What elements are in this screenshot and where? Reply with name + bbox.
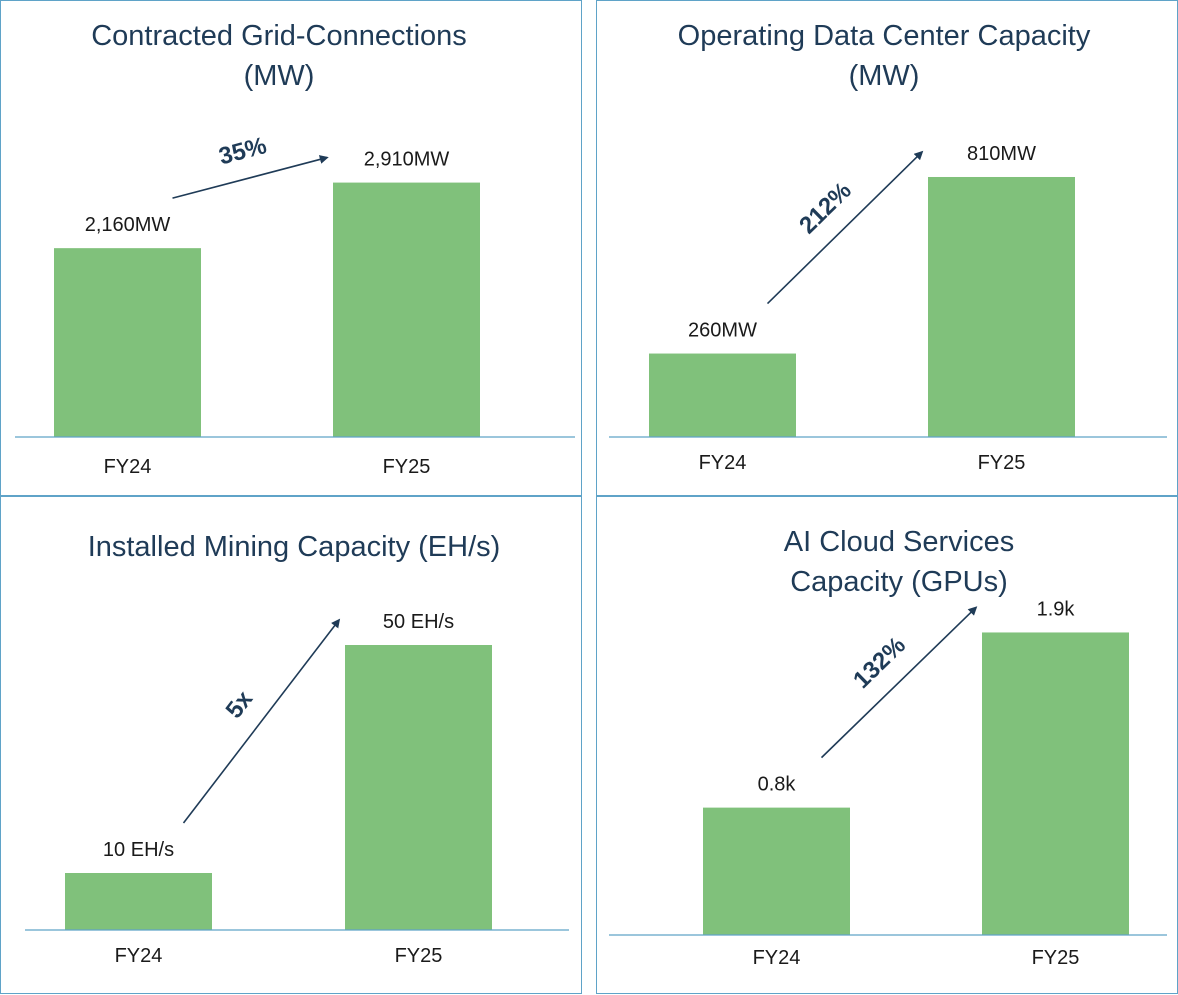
x-tick-label-fy24: FY24	[104, 456, 152, 478]
bar-fy25	[333, 182, 480, 437]
data-label-fy24: 10 EH/s	[103, 839, 174, 861]
x-tick-label-fy25: FY25	[395, 945, 443, 967]
growth-label: 132%	[848, 632, 911, 694]
data-label-fy25: 810MW	[967, 143, 1036, 165]
bar-fy24	[65, 873, 212, 930]
bar-fy25	[928, 176, 1075, 438]
chart-title-line-1: Contracted Grid-Connections	[91, 20, 467, 52]
chart-ai-cloud: AI Cloud Services Capacity (GPUs) 0.8k FY…	[609, 526, 1167, 969]
chart-grid-connections: Contracted Grid-Connections (MW) 2,160MW…	[15, 20, 575, 478]
chart-title-line-2: Capacity (GPUs)	[790, 566, 1008, 598]
growth-arrow	[820, 606, 978, 759]
x-tick-label-fy25: FY25	[1032, 947, 1080, 969]
data-label-fy24: 260MW	[688, 320, 757, 342]
growth-label: 5x	[221, 685, 259, 723]
x-tick-label-fy24: FY24	[115, 945, 163, 967]
data-label-fy25: 2,910MW	[364, 149, 450, 171]
bar-fy24	[649, 353, 796, 437]
growth-label: 212%	[794, 177, 857, 239]
chart-title-line-1: AI Cloud Services	[784, 526, 1015, 558]
bar-fy24	[703, 807, 850, 935]
data-label-fy25: 1.9k	[1037, 598, 1076, 620]
chart-title-line-2: (MW)	[849, 60, 920, 92]
chart-title-line-1: Installed Mining Capacity (EH/s)	[88, 531, 501, 563]
chart-panel-grid-connections: Contracted Grid-Connections (MW) 2,160MW…	[0, 0, 582, 496]
chart-panel-data-center: Operating Data Center Capacity (MW) 260M…	[596, 0, 1178, 496]
chart-panel-ai-cloud: AI Cloud Services Capacity (GPUs) 0.8k FY…	[596, 496, 1178, 994]
x-tick-label-fy25: FY25	[383, 456, 431, 478]
growth-arrow	[766, 150, 924, 305]
growth-label: 35%	[216, 132, 269, 170]
data-label-fy24: 0.8k	[758, 774, 797, 796]
data-label-fy24: 2,160MW	[85, 214, 171, 236]
chart-data-center: Operating Data Center Capacity (MW) 260M…	[609, 20, 1167, 474]
x-tick-label-fy24: FY24	[753, 947, 801, 969]
growth-arrow	[172, 155, 329, 199]
chart-mining-capacity: Installed Mining Capacity (EH/s) 10 EH/s…	[25, 531, 569, 967]
chart-title-line-2: (MW)	[244, 60, 315, 92]
bar-fy25	[982, 632, 1129, 935]
chart-panel-mining-capacity: Installed Mining Capacity (EH/s) 10 EH/s…	[0, 496, 582, 994]
data-label-fy25: 50 EH/s	[383, 611, 454, 633]
x-tick-label-fy24: FY24	[699, 452, 747, 474]
growth-arrow	[182, 618, 341, 824]
bar-fy25	[345, 645, 492, 930]
bar-fy24	[54, 248, 201, 437]
x-tick-label-fy25: FY25	[978, 452, 1026, 474]
chart-title-line-1: Operating Data Center Capacity	[678, 20, 1091, 52]
